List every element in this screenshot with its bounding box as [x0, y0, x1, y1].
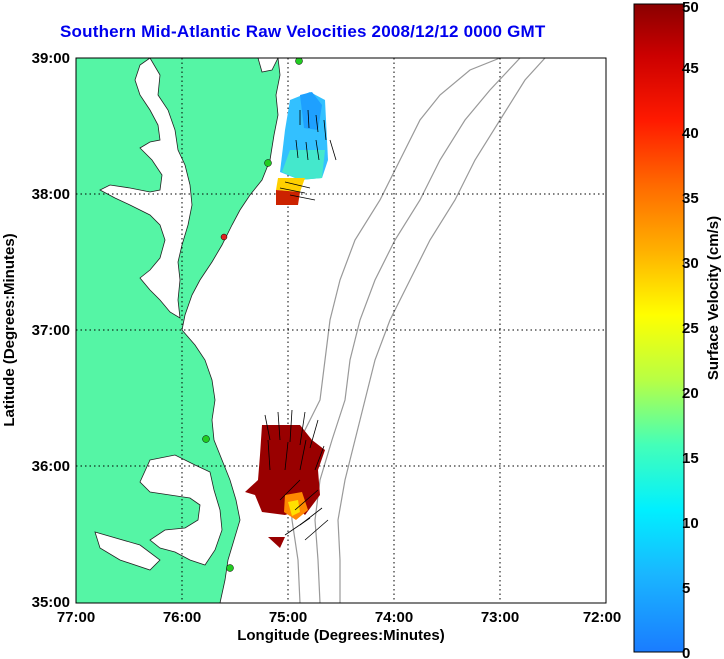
y-tick-label: 36:00 — [32, 458, 70, 475]
colorbar-tick-label: 20 — [682, 385, 699, 402]
y-tick-label: 38:00 — [32, 186, 70, 203]
colorbar-tick-label: 0 — [682, 645, 690, 659]
colorbar-tick-label: 5 — [682, 580, 690, 597]
colorbar-tick-label: 10 — [682, 515, 699, 532]
velocity-field-south — [245, 409, 329, 548]
colorbar-tick-labels: 0 5 10 15 20 25 30 35 40 45 50 — [682, 0, 699, 659]
colorbar-tick-label: 30 — [682, 255, 699, 272]
colorbar-tick-label: 45 — [682, 60, 699, 77]
x-tick-labels: 77:00 76:00 75:00 74:00 73:00 72:00 — [57, 609, 621, 626]
y-tick-label: 39:00 — [32, 50, 70, 67]
y-tick-label: 37:00 — [32, 322, 70, 339]
x-tick-label: 73:00 — [481, 609, 519, 626]
pamlico-sound — [139, 454, 223, 566]
x-tick-label: 77:00 — [57, 609, 95, 626]
colorbar-tick-label: 35 — [682, 190, 699, 207]
station-markers — [202, 58, 303, 572]
y-tick-labels: 39:00 38:00 37:00 36:00 35:00 — [32, 50, 70, 611]
x-tick-label: 76:00 — [163, 609, 201, 626]
colorbar-tick-label: 50 — [682, 0, 699, 16]
chesapeake-bay — [99, 58, 193, 319]
x-tick-label: 74:00 — [375, 609, 413, 626]
map-title: Southern Mid-Atlantic Raw Velocities 200… — [60, 22, 546, 41]
velocity-field-north — [276, 92, 337, 205]
x-tick-label: 72:00 — [583, 609, 621, 626]
colorbar-tick-label: 15 — [682, 450, 699, 467]
sound-inlet — [94, 531, 161, 571]
x-axis-label: Longitude (Degrees:Minutes) — [237, 627, 445, 644]
y-tick-label: 35:00 — [32, 594, 70, 611]
colorbar-tick-label: 25 — [682, 320, 699, 337]
delaware-bay — [257, 58, 279, 73]
colorbar-tick-label: 40 — [682, 125, 699, 142]
colorbar-label: Surface Velocity (cm/s) — [705, 216, 722, 380]
colorbar — [633, 3, 685, 653]
plot-frame — [75, 57, 607, 604]
x-tick-label: 75:00 — [269, 609, 307, 626]
y-axis-label: Latitude (Degrees:Minutes) — [1, 233, 18, 426]
